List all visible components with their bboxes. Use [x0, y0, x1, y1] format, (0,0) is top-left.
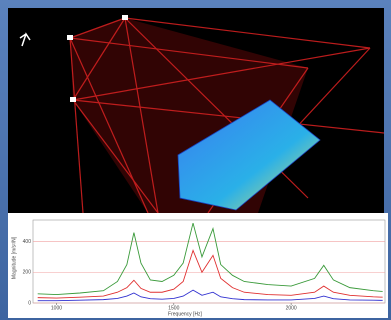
y-tick-label: 200 [23, 270, 32, 276]
y-axis-label: Magnitude [m/s²/N] [11, 236, 17, 279]
x-axis-label: Frequency [Hz] [168, 311, 203, 317]
chart: Magnitude [m/s²/N] Frequency [Hz] 0 200 40… [8, 213, 388, 318]
y-tick-label: 400 [23, 239, 32, 245]
x-tick-label: 1500 [168, 305, 179, 311]
series-line [37, 289, 383, 302]
x-tick-label: 2000 [286, 305, 297, 311]
nodes [67, 15, 128, 102]
3d-viewport [8, 8, 384, 213]
x-tick-label: 1000 [51, 305, 62, 311]
y-tick-label: 0 [28, 300, 31, 306]
cursor-icon [19, 32, 31, 47]
series-line [37, 222, 383, 295]
mesh-body [177, 99, 321, 211]
series-line [37, 249, 383, 299]
